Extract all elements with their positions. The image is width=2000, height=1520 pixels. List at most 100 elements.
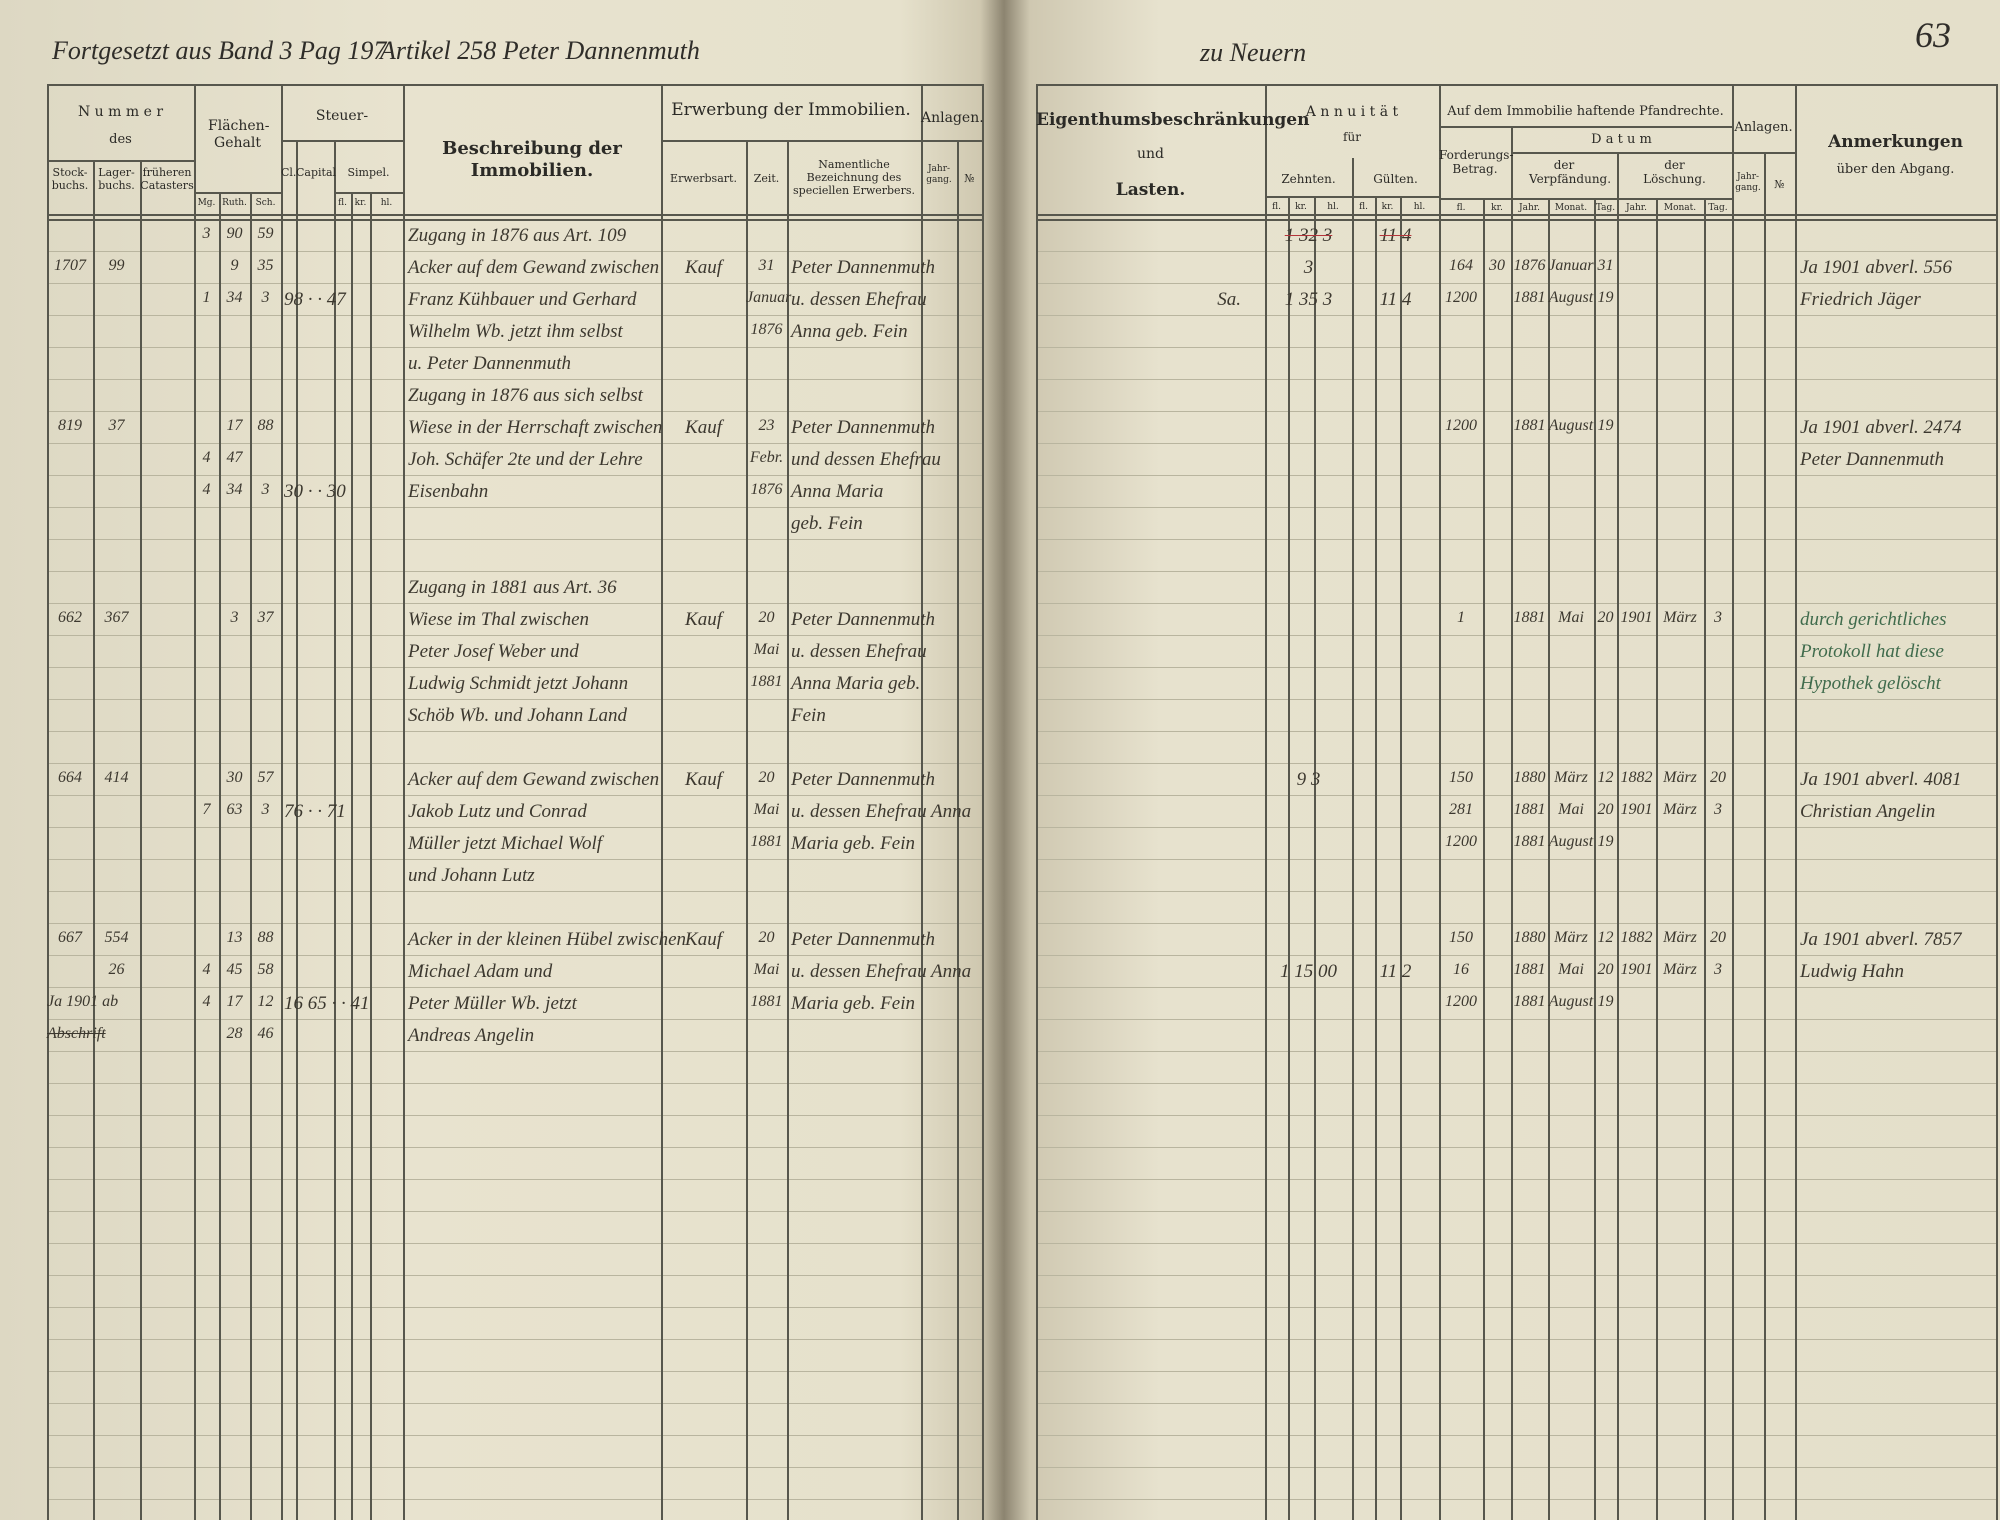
- handwritten-entry: 31: [758, 257, 775, 274]
- column-header: Zeit.: [753, 172, 780, 185]
- column-header: Simpel.: [347, 166, 390, 179]
- column-line: [93, 160, 95, 1520]
- handwritten-entry: 1200: [1445, 417, 1477, 434]
- handwritten-entry: Peter Dannenmuth: [791, 609, 936, 630]
- handwritten-entry: 34: [226, 289, 243, 306]
- handwritten-entry: 281: [1449, 801, 1473, 818]
- handwritten-entry: 63: [226, 801, 243, 818]
- column-header: kr.: [1491, 203, 1503, 213]
- handwritten-entry: 4: [202, 961, 211, 978]
- handwritten-entry: 31: [1597, 257, 1614, 274]
- column-header: fl.: [1272, 202, 1281, 212]
- column-header: Auf dem Immobilie haftende Pfandrechte.: [1447, 104, 1724, 119]
- handwritten-entry: Kauf: [685, 929, 722, 950]
- handwritten-entry: u. dessen Ehefrau Anna: [791, 961, 972, 982]
- handwritten-entry: 20: [1597, 961, 1614, 978]
- handwritten-entry: Zugang in 1876 aus Art. 109: [408, 225, 627, 246]
- handwritten-entry: 1881: [1513, 961, 1546, 978]
- rule-line: [47, 84, 982, 86]
- handwritten-entry: 4: [202, 449, 211, 466]
- rule-line: [921, 140, 982, 142]
- column-header: des: [109, 132, 132, 147]
- handwritten-entry: August: [1548, 289, 1594, 306]
- handwritten-entry: Peter Dannenmuth: [1800, 449, 1945, 470]
- handwritten-entry: 30: [226, 769, 243, 786]
- handwritten-entry: Ja 1901 ab: [47, 993, 119, 1010]
- column-header: fl.: [1359, 202, 1368, 212]
- handwritten-entry: 1 35 3: [1284, 289, 1333, 310]
- column-line: [334, 140, 336, 1520]
- handwritten-entry: 1876: [750, 481, 783, 498]
- handwritten-entry: 1: [1457, 609, 1465, 626]
- handwritten-entry: 23: [758, 417, 775, 434]
- column-header: hl.: [380, 198, 393, 208]
- handwritten-entry: 1880: [1513, 929, 1546, 946]
- handwritten-entry: Kauf: [685, 769, 722, 790]
- column-line: [746, 140, 748, 1520]
- column-header: Erwerbung der Immobilien.: [671, 100, 911, 120]
- handwritten-entry: 3: [1714, 801, 1722, 818]
- rule-line: [1036, 214, 1996, 216]
- column-header: Forderungs-Betrag.: [1439, 148, 1514, 177]
- rule-line: [47, 219, 982, 221]
- column-line: [661, 84, 663, 1520]
- handwritten-entry: 662: [58, 609, 82, 626]
- handwritten-entry: 1880: [1513, 769, 1546, 786]
- handwritten-entry: 20: [758, 609, 775, 626]
- handwritten-entry: Zugang in 1876 aus sich selbst: [408, 385, 643, 406]
- handwritten-entry: u. dessen Ehefrau Anna: [791, 801, 972, 822]
- column-line: [1795, 84, 1797, 1520]
- column-header: Gülten.: [1373, 172, 1418, 186]
- handwritten-entry: 11 2: [1379, 961, 1412, 982]
- rule-line: [47, 160, 194, 162]
- column-header: hl.: [1327, 202, 1339, 212]
- handwritten-entry: 1881: [1513, 801, 1546, 818]
- handwritten-entry: 1: [202, 289, 211, 306]
- handwritten-entry: 3: [1714, 961, 1722, 978]
- handwritten-entry: 1901: [1620, 961, 1653, 978]
- rule-line: [1439, 198, 1732, 200]
- handwritten-entry: Mai: [753, 641, 780, 658]
- column-header: Tag.: [1708, 203, 1728, 213]
- handwritten-entry: 150: [1449, 929, 1473, 946]
- handwritten-entry: Peter Dannenmuth: [791, 769, 936, 790]
- column-header: Lager-buchs.: [98, 166, 135, 193]
- handwritten-entry: 4: [202, 481, 211, 498]
- handwritten-entry: 1200: [1445, 993, 1477, 1010]
- column-header: №: [964, 172, 975, 185]
- handwritten-entry: 20: [1710, 929, 1726, 946]
- handwritten-entry: 19: [1597, 289, 1614, 306]
- rule-line: [194, 192, 281, 194]
- handwritten-entry: Mai: [753, 801, 780, 818]
- handwritten-entry: 4: [202, 993, 211, 1010]
- column-line: [1704, 198, 1706, 1520]
- column-header: hl.: [1413, 202, 1426, 212]
- handwritten-entry: geb. Fein: [791, 513, 863, 534]
- handwritten-entry: 1882: [1620, 929, 1653, 946]
- column-line: [1656, 198, 1658, 1520]
- handwritten-entry: 47: [226, 449, 243, 466]
- handwritten-entry: 20: [758, 769, 775, 786]
- handwritten-entry: 12: [1597, 929, 1614, 946]
- handwritten-entry: 1881: [1513, 993, 1546, 1010]
- column-header: Sch.: [255, 198, 276, 208]
- column-line: [1375, 196, 1377, 1520]
- handwritten-entry: 3: [261, 481, 270, 498]
- column-header: und: [1137, 146, 1164, 162]
- column-line: [1439, 84, 1441, 1520]
- handwritten-entry: Hypothek gelöscht: [1800, 673, 1941, 694]
- handwritten-entry: Peter Josef Weber und: [408, 641, 579, 662]
- column-header: kr.: [354, 198, 367, 208]
- handwritten-entry: 20: [758, 929, 775, 946]
- ruled-lines-left: [47, 220, 982, 1520]
- handwritten-entry: Peter Müller Wb. jetzt: [408, 993, 577, 1014]
- column-header: Monat.: [1663, 203, 1697, 213]
- column-header: Monat.: [1554, 203, 1588, 213]
- column-header: kr.: [1381, 202, 1394, 212]
- continuation-note: Fortgesetzt aus Band 3 Pag 197: [52, 36, 387, 65]
- handwritten-entry: 46: [257, 1025, 274, 1042]
- handwritten-entry: 1881: [1513, 289, 1546, 306]
- handwritten-entry: Protokoll hat diese: [1800, 641, 1944, 662]
- handwritten-entry: Peter Dannenmuth: [791, 417, 936, 438]
